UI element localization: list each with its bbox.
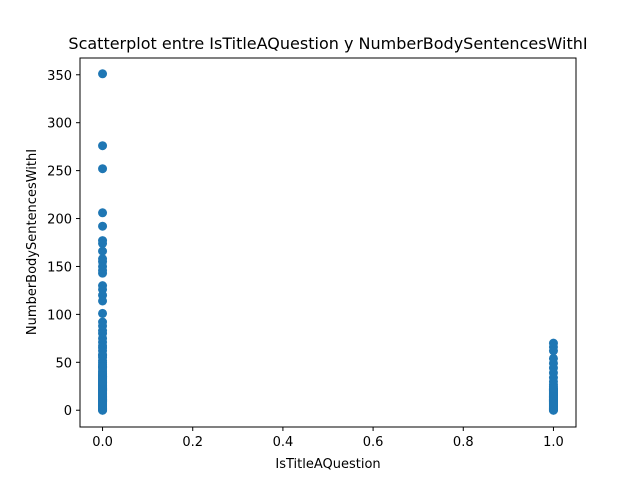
x-tick-label: 0.8	[453, 435, 474, 450]
scatter-point	[98, 246, 108, 256]
scatter-point	[98, 208, 108, 218]
scatter-points	[98, 69, 558, 415]
scatter-point	[98, 141, 108, 151]
scatter-point	[548, 383, 558, 393]
scatter-point	[548, 346, 558, 356]
scatter-point	[98, 268, 108, 278]
y-tick-label: 50	[55, 356, 72, 371]
plot-area-frame	[79, 57, 577, 428]
x-axis-label: IsTitleAQuestion	[275, 457, 380, 472]
scatter-point	[98, 221, 108, 231]
y-axis-label: NumberBodySentencesWithI	[25, 149, 40, 335]
y-tick-label: 150	[47, 260, 72, 275]
x-tick-label: 1.0	[543, 435, 564, 450]
x-tick-label: 0.0	[92, 435, 113, 450]
scatter-point	[98, 238, 108, 248]
y-tick-label: 0	[64, 404, 72, 419]
scatter-point	[98, 362, 108, 372]
x-tick-label: 0.4	[273, 435, 294, 450]
y-tick-label: 200	[47, 213, 72, 228]
y-tick-label: 350	[47, 69, 72, 84]
scatter-point	[98, 296, 108, 306]
y-tick-label: 300	[47, 117, 72, 132]
scatter-point	[98, 351, 108, 361]
x-tick-label: 0.2	[182, 435, 203, 450]
scatter-point	[98, 308, 108, 318]
scatter-point	[98, 69, 108, 79]
scatter-point	[98, 164, 108, 174]
y-tick-label: 250	[47, 165, 72, 180]
axis-ticks: 0.0 0.2 0.4 0.6 0.8 1.0 0 50 100 150 200 250 300 350	[47, 69, 564, 450]
x-tick-label: 0.6	[363, 435, 384, 450]
chart-title: Scatterplot entre IsTitleAQuestion y Num…	[68, 34, 587, 53]
y-tick-label: 100	[47, 308, 72, 323]
